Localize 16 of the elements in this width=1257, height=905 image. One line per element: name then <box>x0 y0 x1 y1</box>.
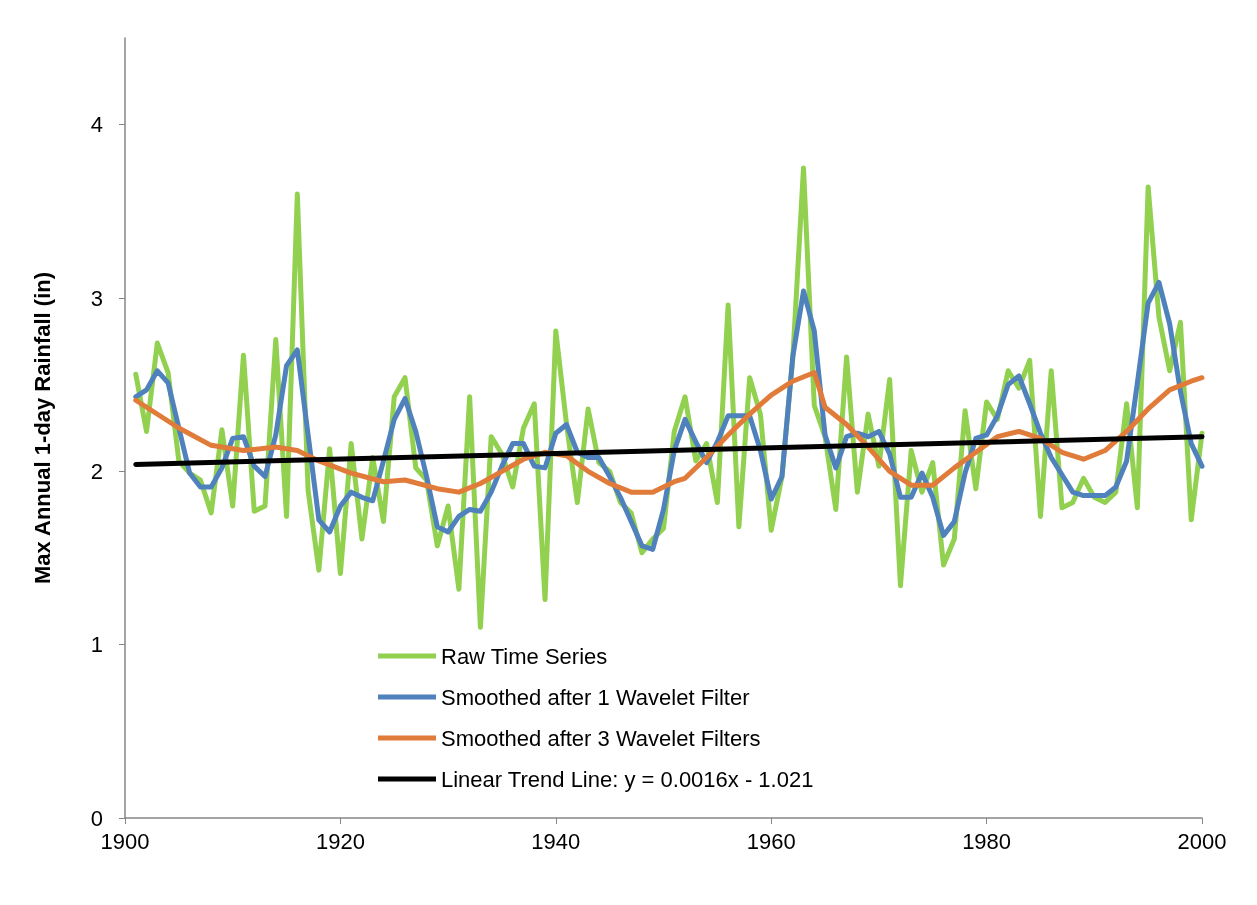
y-tick-label: 0 <box>90 805 103 831</box>
legend-label: Smoothed after 1 Wavelet Filter <box>441 684 750 710</box>
x-tick-label: 2000 <box>1177 828 1227 854</box>
x-tick-label: 1900 <box>100 828 150 854</box>
legend-label: Raw Time Series <box>441 643 608 669</box>
y-tick-label: 2 <box>90 458 103 484</box>
legend-label: Linear Trend Line: y = 0.0016x - 1.021 <box>441 766 814 792</box>
y-tick-label: 1 <box>90 632 103 658</box>
y-axis-title: Max Annual 1-day Rainfall (in) <box>29 271 55 585</box>
x-tick-label: 1980 <box>962 828 1012 854</box>
x-tick-label: 1960 <box>746 828 796 854</box>
y-tick-label: 3 <box>90 285 103 311</box>
y-tick-label: 4 <box>90 112 103 138</box>
x-tick-label: 1920 <box>315 828 365 854</box>
x-tick-label: 1940 <box>531 828 581 854</box>
legend-label: Smoothed after 3 Wavelet Filters <box>441 725 761 751</box>
